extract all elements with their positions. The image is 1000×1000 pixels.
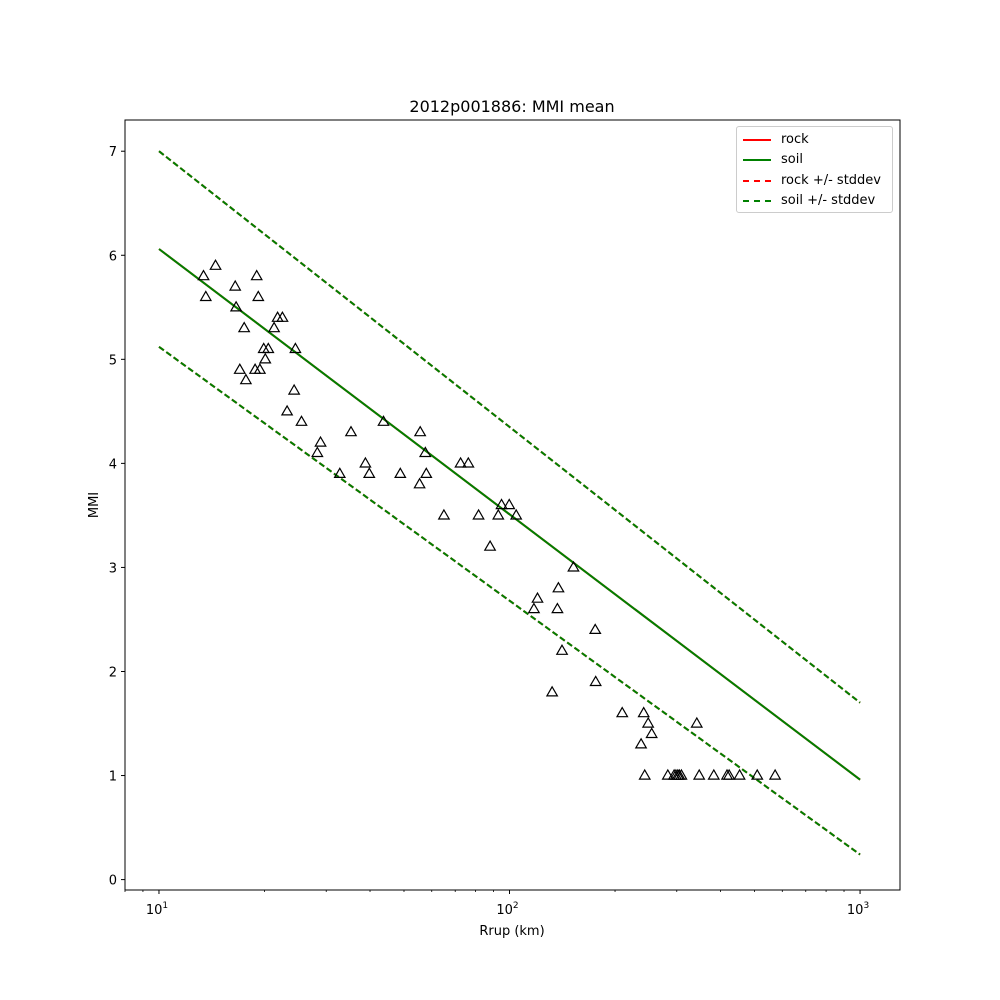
data-point: [637, 706, 650, 718]
data-point: [690, 716, 704, 728]
data-point: [545, 685, 559, 697]
data-point: [311, 446, 324, 458]
data-point: [420, 467, 433, 478]
data-point: [589, 675, 602, 687]
legend-swatch: [743, 180, 771, 182]
data-point: [418, 446, 432, 458]
data-point: [359, 456, 372, 468]
y-tick-label: 7: [109, 145, 117, 160]
data-point: [567, 560, 580, 572]
plot-frame: [124, 119, 901, 891]
data-point: [267, 321, 281, 333]
data-point: [527, 602, 541, 614]
data-point: [233, 362, 247, 374]
legend-label: soil +/- stddev: [781, 193, 876, 208]
series-line-soil-1: [158, 248, 861, 781]
data-point: [707, 768, 721, 780]
data-point: [289, 342, 302, 354]
series-line-soil-stddev-5: [158, 345, 861, 856]
chart-title: 2012p001886: MMI mean: [409, 97, 614, 116]
data-point: [228, 279, 242, 291]
data-point: [276, 310, 289, 322]
data-point: [437, 508, 451, 520]
data-point: [261, 342, 275, 354]
data-point: [197, 269, 210, 281]
data-point: [750, 768, 764, 780]
data-point: [252, 290, 265, 302]
data-point: [733, 768, 746, 780]
legend-label: rock: [781, 132, 809, 147]
data-point: [229, 300, 243, 312]
legend-label: soil: [781, 152, 803, 167]
data-point: [377, 415, 390, 426]
x-tick-label: 103: [847, 901, 869, 918]
data-point: [502, 498, 516, 510]
data-point: [280, 404, 294, 416]
data-point: [645, 727, 658, 739]
data-point: [641, 716, 655, 728]
data-point: [258, 352, 272, 364]
data-point: [413, 425, 427, 437]
legend-swatch: [743, 139, 771, 141]
data-point: [209, 258, 222, 270]
x-tick-label: 102: [496, 901, 518, 918]
data-point: [237, 321, 251, 333]
axis-ticks: 0 1 2 3 4 5 6 7 101 102 103: [109, 145, 869, 918]
data-point: [454, 456, 467, 468]
data-point: [531, 591, 544, 603]
data-point: [483, 539, 497, 551]
legend-item-soil: soil: [737, 150, 892, 170]
series-lines: [158, 150, 861, 856]
data-point: [692, 768, 706, 780]
data-point: [675, 768, 688, 780]
data-point: [295, 415, 308, 426]
y-tick-label: 4: [109, 457, 117, 472]
x-axis-label: Rrup (km): [479, 924, 544, 939]
y-tick-label: 2: [109, 665, 117, 680]
series-line-soil-stddev-4: [158, 150, 861, 704]
y-tick-label: 3: [109, 561, 117, 576]
data-point: [472, 508, 485, 520]
data-point: [239, 373, 253, 385]
scatter-points: [197, 258, 782, 780]
data-point: [462, 456, 475, 468]
data-point: [199, 290, 213, 302]
legend-swatch: [743, 200, 771, 202]
data-point: [509, 508, 523, 520]
data-point: [661, 768, 675, 780]
data-point: [552, 581, 565, 593]
legend-item-rock: rock: [737, 130, 892, 150]
legend: rock soil rock +/- stddev soil +/- stdde…: [736, 126, 893, 213]
data-point: [287, 383, 301, 395]
data-point: [413, 477, 426, 489]
data-point: [495, 498, 508, 510]
data-point: [555, 643, 569, 655]
data-point: [638, 768, 652, 780]
y-tick-label: 6: [109, 249, 117, 264]
y-tick-label: 0: [109, 874, 117, 889]
data-point: [394, 467, 407, 478]
data-point: [250, 269, 263, 281]
legend-label: rock +/- stddev: [781, 173, 881, 188]
x-tick-label: 101: [146, 901, 168, 918]
data-point: [722, 768, 736, 780]
data-point: [253, 362, 267, 374]
y-tick-label: 5: [109, 353, 117, 368]
y-tick-label: 1: [109, 770, 117, 785]
data-point: [615, 706, 629, 718]
data-point: [768, 768, 782, 780]
legend-swatch: [743, 159, 771, 161]
legend-item-rock-stddev: rock +/- stddev: [737, 171, 892, 191]
data-point: [314, 435, 327, 447]
data-point: [588, 623, 602, 635]
data-point: [634, 737, 648, 749]
data-point: [333, 467, 347, 478]
data-point: [344, 425, 358, 437]
data-point: [362, 467, 376, 478]
data-point: [492, 508, 505, 520]
y-axis-label: MMI: [87, 492, 102, 518]
legend-item-soil-stddev: soil +/- stddev: [737, 191, 892, 211]
data-point: [551, 602, 564, 614]
